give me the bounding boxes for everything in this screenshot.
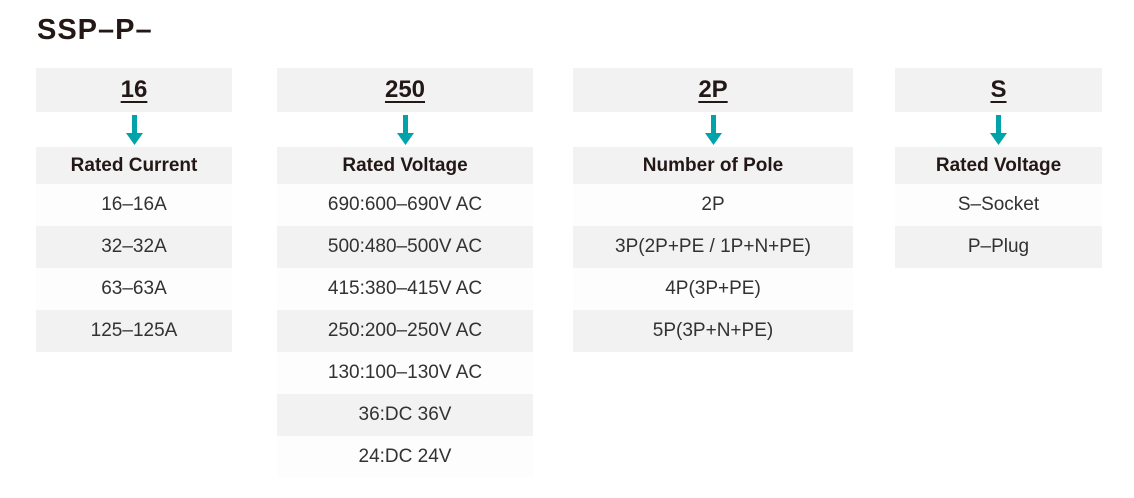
option-rows: 2P 3P(2P+PE / 1P+N+PE) 4P(3P+PE) 5P(3P+N+PE… <box>573 184 853 352</box>
option-rows: 16–16A 32–32A 63–63A 125–125A <box>36 184 232 352</box>
arrow-wrap <box>277 112 533 147</box>
option-row: 24:DC 24V <box>277 436 533 478</box>
option-row: 2P <box>573 184 853 226</box>
option-row: S–Socket <box>895 184 1102 226</box>
arrow-down-icon <box>990 114 1007 145</box>
column-rated-voltage: 250 Rated Voltage 690:600–690V AC 500:480… <box>277 68 533 478</box>
arrow-wrap <box>36 112 232 147</box>
arrow-wrap <box>895 112 1102 147</box>
option-row: 3P(2P+PE / 1P+N+PE) <box>573 226 853 268</box>
arrow-down-icon <box>125 114 143 145</box>
code-value-box: S <box>895 68 1102 112</box>
option-row: 130:100–130V AC <box>277 352 533 394</box>
code-value-box: 16 <box>36 68 232 112</box>
column-label: Number of Pole <box>573 147 853 184</box>
option-row: 690:600–690V AC <box>277 184 533 226</box>
option-row: 250:200–250V AC <box>277 310 533 352</box>
page-title: SSP–P– <box>37 14 153 46</box>
column-rated-current: 16 Rated Current 16–16A 32–32A 63–63A 125–1… <box>36 68 232 352</box>
code-value-box: 2P <box>573 68 853 112</box>
option-row: 125–125A <box>36 310 232 352</box>
arrow-down-icon <box>704 114 722 145</box>
column-label: Rated Voltage <box>277 147 533 184</box>
column-number-of-pole: 2P Number of Pole 2P 3P(2P+PE / 1P+N+PE) 4… <box>573 68 853 352</box>
code-value: 16 <box>120 76 148 103</box>
option-row: 5P(3P+N+PE) <box>573 310 853 352</box>
option-row: 32–32A <box>36 226 232 268</box>
option-row: P–Plug <box>895 226 1102 268</box>
code-value: 250 <box>384 76 426 103</box>
option-rows: 690:600–690V AC 500:480–500V AC 415:380–41… <box>277 184 533 478</box>
code-value: 2P <box>698 76 728 103</box>
column-label: Rated Voltage <box>895 147 1102 184</box>
option-row: 415:380–415V AC <box>277 268 533 310</box>
option-row: 16–16A <box>36 184 232 226</box>
arrow-down-icon <box>396 114 414 145</box>
option-rows: S–Socket P–Plug <box>895 184 1102 268</box>
column-label: Rated Current <box>36 147 232 184</box>
option-row: 63–63A <box>36 268 232 310</box>
option-row: 4P(3P+PE) <box>573 268 853 310</box>
arrow-wrap <box>573 112 853 147</box>
column-socket-plug: S Rated Voltage S–Socket P–Plug <box>895 68 1102 268</box>
code-value-box: 250 <box>277 68 533 112</box>
code-value: S <box>990 76 1007 103</box>
option-row: 36:DC 36V <box>277 394 533 436</box>
option-row: 500:480–500V AC <box>277 226 533 268</box>
